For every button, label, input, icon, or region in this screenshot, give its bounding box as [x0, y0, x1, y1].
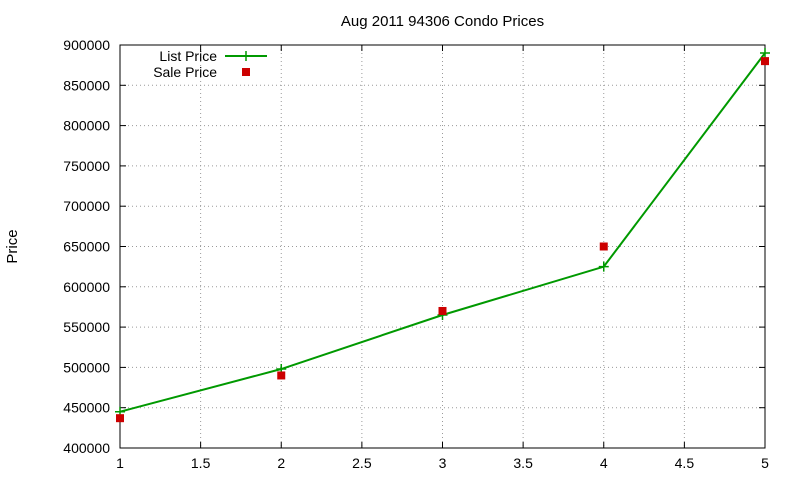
legend-swatch-list-price-marker: [241, 51, 251, 61]
y-tick-label: 900000: [63, 37, 110, 53]
y-tick-label: 750000: [63, 158, 110, 174]
y-tick-label: 850000: [63, 77, 110, 93]
x-tick-label: 2: [277, 455, 285, 471]
x-tick-label: 1: [116, 455, 124, 471]
y-tick-label: 700000: [63, 198, 110, 214]
y-axis-label: Price: [4, 229, 21, 263]
data-point-sale-price: [277, 371, 286, 380]
x-tick-label: 4: [600, 455, 608, 471]
series-layer: [115, 48, 770, 423]
y-tick-label: 450000: [63, 400, 110, 416]
x-tick-label: 2.5: [352, 455, 372, 471]
y-tick-label: 550000: [63, 319, 110, 335]
x-tick-label: 3.5: [513, 455, 533, 471]
y-tick-label: 800000: [63, 118, 110, 134]
x-tick-label: 5: [761, 455, 769, 471]
data-point-sale-price: [116, 414, 124, 423]
legend: List Price Sale Price: [153, 48, 267, 80]
legend-label-sale-price: Sale Price: [153, 64, 217, 80]
x-tick-label: 4.5: [675, 455, 695, 471]
tick-layer: 1 1.5 2 2.5 3 3.5 4 4.5 5 400000 450000 500000 55000…: [63, 37, 769, 471]
y-tick-label: 400000: [63, 440, 110, 456]
data-point-list-price: [598, 261, 609, 272]
grid-layer: [120, 45, 765, 448]
x-tick-label: 3: [439, 455, 447, 471]
chart-title: Aug 2011 94306 Condo Prices: [341, 13, 544, 30]
y-tick-label: 650000: [63, 239, 110, 255]
data-point-sale-price: [438, 306, 447, 315]
y-tick-label: 500000: [63, 359, 110, 375]
legend-label-list-price: List Price: [159, 48, 217, 64]
data-point-sale-price: [761, 57, 769, 66]
legend-swatch-sale-price: [242, 68, 250, 76]
data-point-sale-price: [599, 242, 608, 251]
y-tick-label: 600000: [63, 279, 110, 295]
data-point-list-price: [760, 48, 770, 59]
x-tick-label: 1.5: [191, 455, 211, 471]
